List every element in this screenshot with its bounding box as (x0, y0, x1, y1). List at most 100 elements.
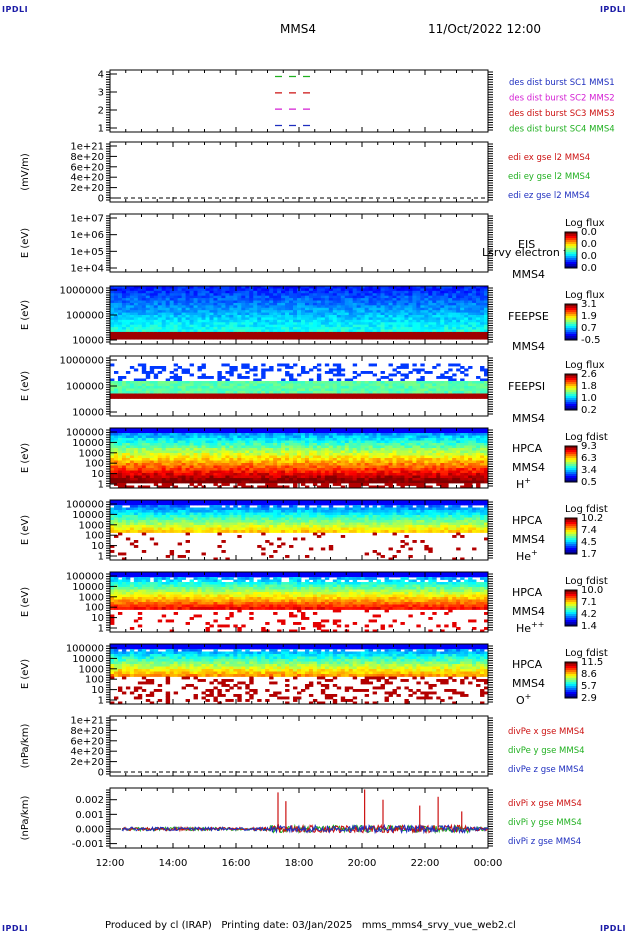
hpca-h-cell (308, 470, 314, 474)
feepsi-cell (372, 393, 377, 397)
hpca-h-cell (308, 473, 314, 476)
feepsi-cell (277, 396, 282, 399)
hpca-h-cell (352, 473, 358, 476)
hpca-h-cell (177, 435, 183, 439)
hpca-h-cell (221, 433, 226, 436)
feepse-cell (464, 322, 469, 326)
hpca-h-cell (201, 430, 206, 434)
feepse-cell (340, 315, 346, 318)
hpca-h-cell (189, 478, 194, 481)
feepse-cell (201, 312, 206, 316)
feepsi-cell (141, 363, 147, 367)
hpca-h-cell (300, 483, 306, 486)
feepse-cell (289, 293, 294, 297)
feepse-cell (368, 295, 374, 299)
feepsi-cell (404, 381, 409, 384)
hpca-h-cell (269, 448, 274, 451)
feepse-cell (141, 290, 147, 294)
feepse-cell (436, 310, 441, 313)
feepsi-cell (304, 386, 310, 389)
feepse-cell (336, 327, 342, 330)
feepsi-cell (269, 386, 274, 389)
feepse-cell (312, 307, 318, 311)
hpca-h-cell (185, 468, 190, 471)
feepse-cell (460, 288, 465, 292)
feepsi-cell (356, 373, 362, 377)
feepsi-cell (233, 396, 238, 399)
feepse-cell (273, 307, 278, 311)
feepse-cell (193, 286, 198, 289)
hpca-h-cell (209, 430, 214, 434)
feepse-cell (217, 329, 222, 333)
feepse-cell (133, 329, 139, 333)
hpca-h-cell (304, 450, 310, 454)
feepse-cell (185, 298, 190, 301)
hpca-h-cell (328, 450, 334, 454)
hpca-h-cell (364, 453, 370, 456)
hpca-h-cell (121, 473, 127, 476)
hpca-h-cell (344, 480, 350, 484)
feepse-cell (340, 324, 346, 328)
feepse-cell (352, 295, 358, 299)
hpca-h-cell (165, 463, 171, 466)
feepsi-cell (205, 393, 210, 397)
hpca-h-cell (225, 435, 230, 439)
hpca-h-cell (332, 463, 338, 466)
feepsi-cell (480, 378, 485, 382)
feepsi-colorbar-cell (565, 388, 577, 391)
feepsi-cell (448, 376, 453, 379)
feepse-cell (149, 295, 155, 299)
feepse-colorbar-cell (565, 318, 577, 321)
feepsi-cell (328, 378, 334, 382)
hpca-h-cell (149, 480, 155, 484)
hpca-h-cell (424, 435, 429, 439)
hpca-h-cell (129, 433, 135, 436)
hpca-h-cell (110, 473, 115, 476)
feepse-cell (117, 315, 123, 318)
hpca-h-cell (293, 458, 298, 461)
hpca-h-cell (213, 438, 218, 441)
feepsi-cell (480, 391, 485, 394)
feepse-cell (285, 315, 290, 318)
hpca-h-cell (316, 478, 322, 481)
hpca-h-cell (113, 453, 119, 456)
feepse-cell (205, 336, 210, 340)
hpca-h-cell (360, 455, 366, 459)
hpca-h-cell (285, 465, 290, 469)
feepse-cell (225, 334, 230, 338)
feepse-cell (185, 319, 190, 323)
feepse-cell (273, 315, 278, 318)
feepsi-cell (277, 393, 282, 397)
feepse-cell (388, 334, 393, 338)
feepse-cell (448, 331, 453, 335)
feepse-cell (265, 319, 270, 323)
feepse-cell (153, 298, 159, 301)
feepse-cell (113, 322, 119, 326)
feepse-cell (368, 315, 374, 318)
feepse-cell (265, 290, 270, 294)
feepse-cell (237, 312, 242, 316)
feepse-cell (380, 290, 385, 294)
feepse-cell (213, 327, 218, 330)
hpca-h-cell (113, 460, 119, 464)
hpca-h-cell (157, 460, 163, 464)
feepse-cell (157, 324, 163, 328)
hpca-h-cell (261, 443, 266, 446)
feepsi-cell (412, 383, 417, 387)
feepse-cell (145, 302, 151, 306)
feepsi-cell (332, 363, 338, 367)
feepse-cell (444, 322, 449, 326)
feepse-cell (133, 319, 139, 323)
feepse-cell (468, 327, 473, 330)
feepse-cell (277, 307, 282, 311)
feepse-cell (149, 334, 155, 338)
feepse-cell (448, 312, 453, 316)
hpca-h-cell (145, 458, 151, 461)
hpca-h-cell (352, 468, 358, 471)
des-dist-burst-ytick-label: 3 (98, 88, 104, 99)
hpca-h-cell (420, 465, 425, 469)
feepse-cell (237, 319, 242, 323)
feepsi-cell (364, 396, 370, 399)
feepse-cell (332, 305, 338, 309)
hpca-h-cell (332, 483, 338, 486)
